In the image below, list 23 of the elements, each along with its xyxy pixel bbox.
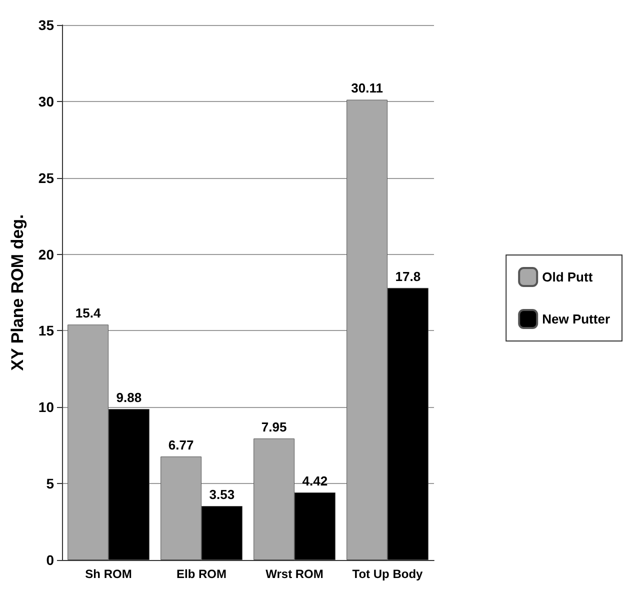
data-label: 4.42: [302, 473, 328, 488]
y-tick-label: 5: [46, 476, 54, 492]
y-tick-label: 10: [38, 399, 54, 416]
data-label: 3.53: [209, 487, 235, 502]
data-label: 30.11: [351, 80, 383, 96]
data-label: 6.77: [168, 438, 194, 453]
data-label: 9.88: [116, 390, 142, 405]
legend-label: New Putter: [542, 312, 610, 326]
legend-label: Old Putt: [542, 270, 594, 284]
y-tick-label: 0: [46, 552, 54, 568]
data-label: 17.8: [395, 268, 421, 284]
y-tick-label: 35: [38, 17, 54, 33]
data-label: 15.4: [75, 306, 102, 321]
data-label: 7.95: [261, 419, 287, 434]
y-tick-label: 25: [38, 170, 54, 186]
x-tick-label: Sh ROM: [85, 567, 132, 581]
y-tick-label: 20: [38, 246, 54, 262]
x-tick-label: Wrst ROM: [266, 567, 324, 581]
y-tick-label: 30: [38, 93, 54, 110]
y-tick-label: 15: [38, 322, 54, 339]
x-tick-label: Elb ROM: [176, 567, 226, 581]
x-tick-label: Tot Up Body: [352, 567, 424, 581]
y-axis-title: XY Plane ROM deg.: [8, 214, 27, 371]
